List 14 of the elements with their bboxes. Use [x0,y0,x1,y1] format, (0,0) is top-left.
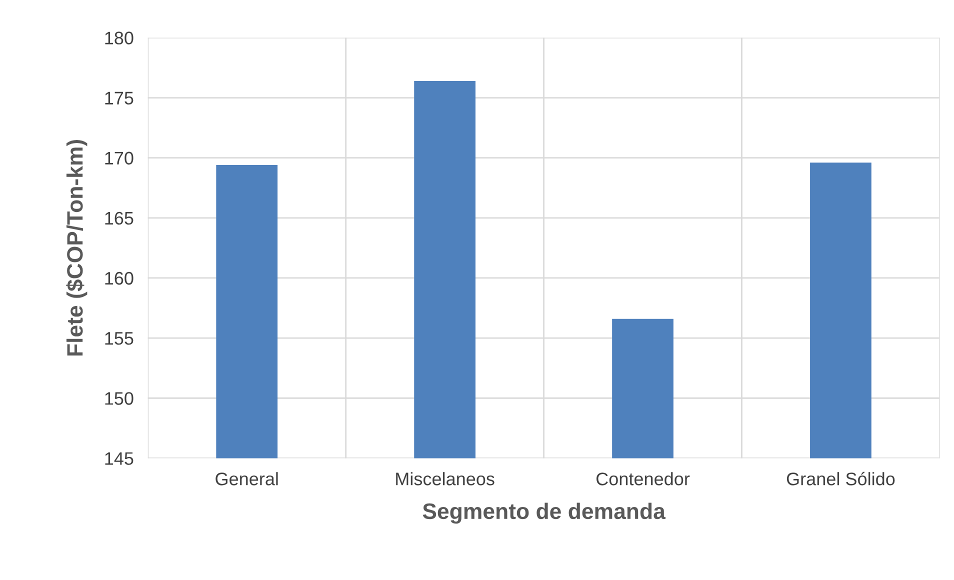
y-tick-label: 155 [105,332,134,345]
y-tick-label: 180 [105,32,134,44]
x-axis-title: Segmento de demanda [422,502,666,524]
x-tick-label: Miscelaneos [396,472,494,486]
y-tick-label: 175 [105,92,134,104]
y-axis-title: Flete ($COP/Ton-km) [66,140,88,356]
y-tick-label: 170 [105,152,134,165]
y-tick-label: 160 [105,272,134,285]
x-tick-label: General [216,472,278,486]
y-tick-label: 165 [105,212,134,225]
x-tick-label: Contenedor [596,472,690,486]
y-tick-label: 145 [105,452,134,465]
x-tick-label: Granel Sólido [786,472,895,486]
y-tick-label: 150 [105,392,134,405]
